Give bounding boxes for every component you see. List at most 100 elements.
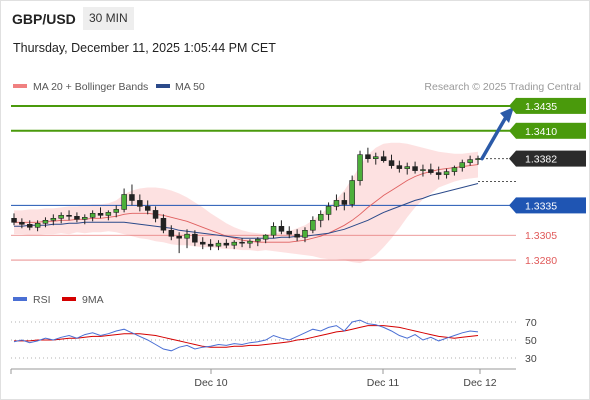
candle-up xyxy=(420,169,426,171)
rsi-tick-label: 30 xyxy=(525,353,537,365)
target-level-box xyxy=(516,97,586,114)
candle-up xyxy=(333,200,340,207)
chart-datetime: Thursday, December 11, 2025 1:05:44 PM C… xyxy=(13,41,276,55)
rsi-ma-line xyxy=(14,325,479,348)
support-level-label: 1.3305 xyxy=(525,230,557,242)
candle-up xyxy=(349,180,355,205)
candle-down xyxy=(26,224,33,228)
candle-up xyxy=(325,206,332,215)
candle-up xyxy=(58,215,64,219)
target-level-box-pointer xyxy=(509,122,516,139)
candle-down xyxy=(137,200,143,207)
x-tick-label: Dec 12 xyxy=(463,377,496,389)
candle-down xyxy=(152,210,159,219)
rsi-ma-legend-swatch xyxy=(62,297,76,301)
candle-up xyxy=(42,220,49,224)
pivot-level-box xyxy=(516,197,586,214)
rsi-ma-legend-label: 9MA xyxy=(82,294,104,306)
candle-up xyxy=(113,209,120,213)
main-plot: 1.3435 1.3410 1.3335 1.3305 1.3280 1.3382 xyxy=(11,97,586,267)
candle-down xyxy=(278,226,285,232)
pivot-level-label: 1.3335 xyxy=(525,200,557,212)
candle-up xyxy=(302,230,308,238)
target-level-box xyxy=(516,122,586,139)
target-level-box-pointer xyxy=(509,97,516,114)
candle-down xyxy=(412,166,418,171)
trend-arrow-shaft xyxy=(480,115,508,161)
current-price-box-pointer xyxy=(509,150,516,167)
x-tick-label: Dec 10 xyxy=(194,377,227,389)
candle-up xyxy=(443,171,450,175)
candle-down xyxy=(192,233,198,243)
pivot-level-box-pointer xyxy=(509,197,516,214)
candle-up xyxy=(357,154,363,181)
candle-up xyxy=(50,218,57,221)
ma50-legend-label: MA 50 xyxy=(175,81,205,93)
candle-down xyxy=(207,243,214,247)
candle-up xyxy=(317,214,324,221)
target-level-label: 1.3435 xyxy=(525,101,557,113)
candle-up xyxy=(475,158,481,160)
candle-up xyxy=(404,166,410,169)
candle-up xyxy=(89,213,96,218)
candle-down xyxy=(239,241,245,244)
candle-down xyxy=(74,216,80,220)
candle-up xyxy=(270,226,277,236)
rsi-tick-label: 50 xyxy=(525,335,537,347)
candle-down xyxy=(365,154,371,159)
current-price-label: 1.3382 xyxy=(525,154,557,166)
symbol-title: GBP/USD xyxy=(12,11,76,27)
candle-down xyxy=(66,215,72,217)
candle-up xyxy=(105,212,112,216)
candle-down xyxy=(341,200,348,205)
ma20-line xyxy=(14,164,479,243)
candle-up xyxy=(451,167,458,172)
candle-up xyxy=(184,233,190,239)
current-price-box xyxy=(516,150,586,167)
ma50-legend-swatch xyxy=(156,84,170,88)
rsi-tick-label: 70 xyxy=(525,317,537,329)
copyright-text: Research © 2025 Trading Central xyxy=(424,81,581,93)
ma50-line xyxy=(14,183,479,239)
candle-down xyxy=(223,242,230,246)
candle-up xyxy=(231,241,238,246)
candle-up xyxy=(215,242,222,247)
target-level-label: 1.3410 xyxy=(525,126,557,138)
candle-down xyxy=(168,230,175,237)
rsi-legend-label: RSI xyxy=(33,294,51,306)
candle-down xyxy=(435,172,442,175)
timeframe-badge[interactable]: 30 MIN xyxy=(83,7,134,30)
rsi-panel: RSI 9MA 70 50 30 xyxy=(11,294,537,365)
candle-up xyxy=(262,234,269,240)
candle-down xyxy=(145,206,151,211)
ma20-legend-swatch xyxy=(13,84,27,88)
candle-down xyxy=(129,194,135,201)
candle-up xyxy=(310,220,316,231)
candle-down xyxy=(428,169,434,173)
x-tick-label: Dec 11 xyxy=(367,377,400,389)
candle-down xyxy=(19,222,25,225)
candle-up xyxy=(372,156,379,159)
rsi-legend-swatch xyxy=(13,297,27,301)
candle-down xyxy=(200,241,206,245)
rsi-line xyxy=(13,319,479,352)
candle-down xyxy=(286,230,292,235)
candle-down xyxy=(11,218,17,223)
candle-down xyxy=(396,165,403,169)
candle-up xyxy=(255,238,261,242)
candle-up xyxy=(459,162,465,168)
candle-up xyxy=(467,159,473,163)
candle-down xyxy=(176,235,182,239)
candle-up xyxy=(121,194,127,210)
candle-up xyxy=(34,223,41,228)
candle-down xyxy=(388,160,395,166)
candle-up xyxy=(82,217,88,220)
trend-arrow-head xyxy=(500,106,514,123)
candle-down xyxy=(97,213,104,216)
candle-down xyxy=(160,218,167,231)
candle-down xyxy=(380,156,387,161)
candle-down xyxy=(294,233,300,238)
support-level-label: 1.3280 xyxy=(525,255,557,267)
candle-up xyxy=(247,240,253,244)
